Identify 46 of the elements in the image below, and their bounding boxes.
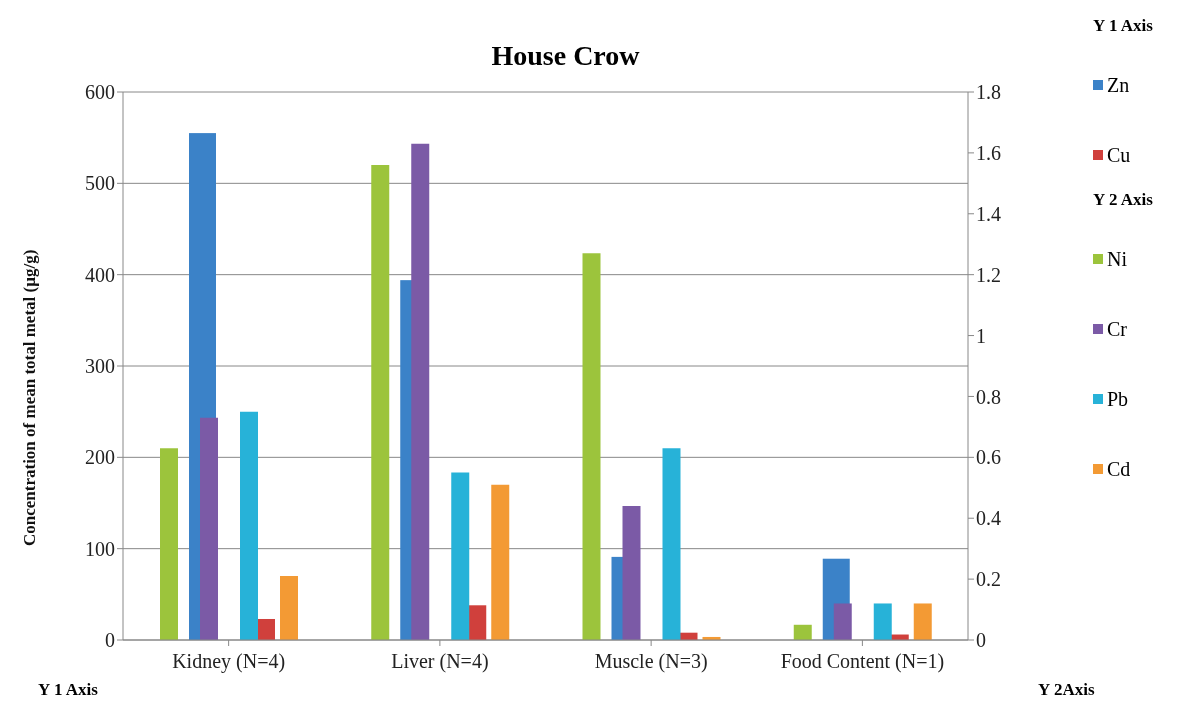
text: Y 1 Axis (38, 680, 98, 700)
y-tick-label: 500 (85, 172, 115, 195)
legend-label: Cr (1106, 316, 1128, 342)
legend-label: Zn (1106, 72, 1131, 98)
y2-tick-label: 0.6 (976, 446, 1001, 469)
bar (873, 603, 892, 640)
text: Y 2 Axis (1093, 190, 1154, 211)
y2-tick-label: 1.6 (976, 141, 1001, 164)
y2-tick-label: 0 (976, 629, 986, 652)
legend-label: Ni (1106, 246, 1128, 272)
y2-tick-label: 1.2 (976, 263, 1001, 286)
text: Y 2Axis (1038, 680, 1095, 700)
text: Y 1 Axis (1093, 16, 1154, 37)
bar (662, 448, 681, 640)
bar (451, 472, 470, 640)
legend-label: Pb (1106, 386, 1130, 412)
bar (240, 411, 258, 640)
y2-tick-label: 0.8 (976, 385, 1001, 408)
y2-tick-label: 0.4 (976, 507, 1001, 530)
bar (371, 165, 390, 640)
y-tick-label: 100 (85, 537, 115, 560)
y2-tick-label: 1.8 (976, 81, 1001, 104)
y-tick-label: 400 (85, 263, 115, 286)
bar (200, 417, 218, 640)
legend-label: Cu (1106, 142, 1132, 168)
bar (280, 576, 298, 640)
x-tick-label: Kidney (N=4) (172, 650, 286, 674)
x-tick-label: Muscle (N=3) (594, 650, 708, 674)
bar (913, 603, 932, 640)
legend-label: Cd (1106, 456, 1132, 482)
bar (491, 484, 510, 640)
bar (793, 624, 812, 640)
y-tick-label: 600 (85, 81, 115, 104)
x-tick-label: Liver (N=4) (391, 650, 489, 674)
y-tick-label: 0 (105, 629, 115, 652)
bar (582, 253, 601, 640)
y2-tick-label: 1.4 (976, 202, 1001, 225)
bar (160, 448, 178, 640)
y-tick-label: 200 (85, 446, 115, 469)
y-tick-label: 300 (85, 355, 115, 378)
bar (833, 603, 852, 640)
x-tick-label: Food Content (N=1) (780, 650, 945, 674)
chart-title: House Crow (490, 40, 641, 72)
y-axis-title: Concentration of mean total metal (µg/g) (20, 249, 40, 546)
y2-tick-label: 0.2 (976, 568, 1001, 591)
y2-tick-label: 1 (976, 324, 986, 347)
